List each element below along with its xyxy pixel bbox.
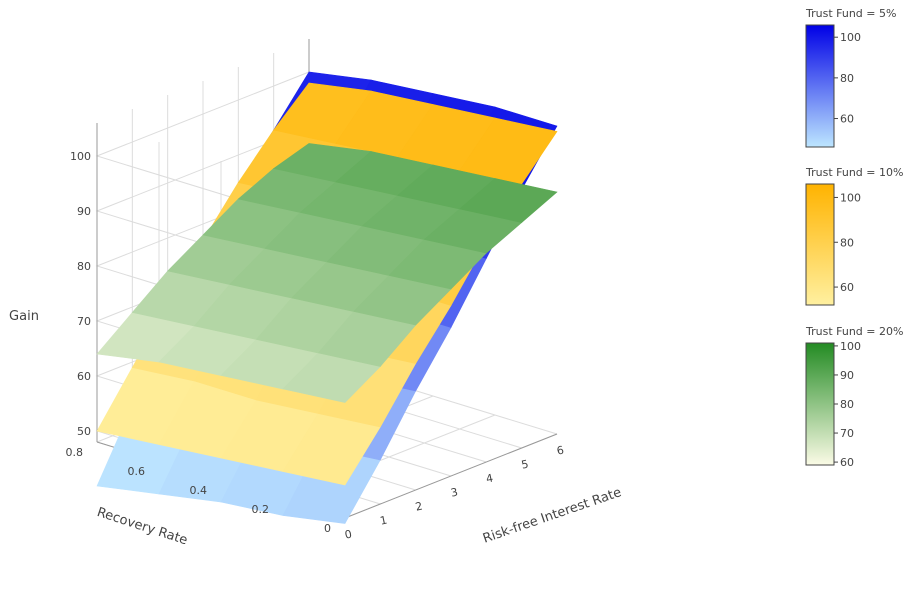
z-tick-label: 60 — [77, 370, 91, 383]
x-tick-label: 3 — [449, 485, 459, 499]
y-tick-label: 0 — [324, 522, 331, 535]
colorbar-tick-label: 100 — [840, 31, 861, 44]
colorbar-3 — [805, 342, 835, 466]
colorbar-tick-label: 80 — [840, 398, 854, 411]
x-axis-title: Risk-free Interest Rate — [481, 485, 623, 547]
colorbar-tick-label: 60 — [840, 113, 854, 126]
x-tick-label: 1 — [379, 513, 389, 527]
colorbar-tick-label: 70 — [840, 427, 854, 440]
z-tick-label: 70 — [77, 315, 91, 328]
colorbar-tick-label: 100 — [840, 191, 861, 204]
box-edge — [344, 433, 558, 519]
z-tick-label: 50 — [77, 425, 91, 438]
x-tick-label: 4 — [485, 471, 495, 485]
z-axis-title: Gain — [9, 309, 39, 324]
colorbar-1 — [805, 24, 835, 148]
colorbar-title: Trust Fund = 20% — [805, 325, 903, 338]
colorbar-tick-label: 100 — [840, 340, 861, 353]
colorbar-tick-label: 80 — [840, 236, 854, 249]
y-tick-label: 0.2 — [252, 503, 270, 516]
y-tick-label: 0.6 — [128, 465, 146, 478]
y-axis-title: Recovery Rate — [95, 505, 189, 548]
surface-patch-2 — [459, 117, 558, 185]
x-tick-label: 6 — [555, 443, 565, 457]
colorbar-tick-label: 80 — [840, 72, 854, 85]
colorbar-title: Trust Fund = 5% — [805, 7, 896, 20]
colorbar-2 — [805, 183, 835, 306]
y-tick-label: 0.4 — [190, 484, 208, 497]
z-tick-label: 80 — [77, 260, 91, 273]
z-tick-label: 100 — [70, 150, 91, 163]
y-tick-label: 0.8 — [66, 446, 84, 459]
surface-patch-3 — [459, 178, 558, 223]
x-tick-label: 5 — [520, 457, 530, 471]
x-tick-label: 0 — [343, 527, 353, 541]
colorbar-tick-label: 90 — [840, 369, 854, 382]
surface-layer — [96, 71, 558, 524]
colorbar-title: Trust Fund = 10% — [805, 166, 903, 179]
colorbar-layer: Trust Fund = 5% 60 80 100 Trust Fund = 10% 60… — [805, 7, 903, 469]
colorbar-tick-label: 60 — [840, 456, 854, 469]
colorbar-tick-label: 60 — [840, 281, 854, 294]
z-tick-label: 90 — [77, 205, 91, 218]
x-tick-label: 2 — [414, 499, 424, 513]
